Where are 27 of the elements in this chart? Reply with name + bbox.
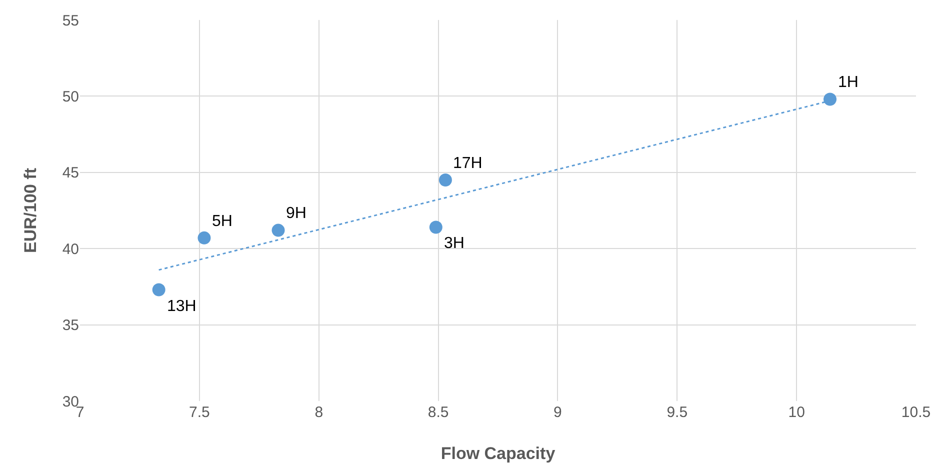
y-tick-label: 50 (62, 88, 79, 106)
x-tick-label: 10 (788, 404, 805, 421)
annotation: 17H (453, 155, 482, 172)
y-tick-label: 45 (62, 164, 79, 182)
annotation: 3H (444, 235, 464, 252)
point (152, 283, 166, 296)
point (198, 231, 211, 244)
point (438, 174, 452, 187)
point (824, 92, 837, 106)
y-tick-label: 30 (62, 393, 79, 410)
y-tick-label: 35 (62, 317, 79, 334)
annotation: 5H (212, 213, 232, 230)
annotation: 1H (838, 74, 858, 91)
y-tick-label: 55 (62, 12, 79, 30)
y-tick-label: 40 (62, 240, 79, 258)
annotation: 13H (167, 298, 196, 315)
x-tick-label: 8 (314, 404, 324, 421)
y-axis-title: EUR/100 ft (21, 168, 40, 254)
point (429, 220, 442, 234)
x-tick-label: 9 (554, 404, 562, 421)
x-tick-label: 9.5 (666, 404, 688, 421)
annotation: 9H (286, 205, 306, 222)
x-tick-label: 8.5 (428, 404, 449, 421)
x-tick-label: 7.5 (189, 404, 210, 421)
x-tick-label: 10.5 (901, 404, 931, 421)
point (272, 224, 285, 237)
x-axis-title: Flow Capacity (440, 444, 556, 463)
